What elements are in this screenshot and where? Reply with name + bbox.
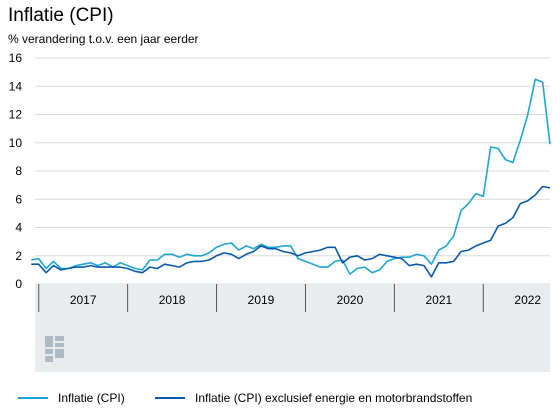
legend-label-2: Inflatie (CPI) exclusief energie en moto…	[195, 391, 472, 405]
legend-label-1: Inflatie (CPI)	[58, 391, 125, 405]
chart-subtitle: % verandering t.o.v. een jaar eerder	[8, 32, 199, 46]
cbs-logo	[45, 336, 64, 362]
y-tick-label: 0	[15, 277, 22, 291]
cbs-logo-block-3	[55, 343, 64, 347]
series-line-1	[31, 78, 551, 275]
cbs-logo-block-4	[45, 349, 53, 354]
y-tick-label: 2	[15, 249, 22, 263]
cbs-logo-block-1	[45, 336, 53, 347]
x-tick-label: 2017	[70, 293, 97, 307]
y-axis-ticks: 0 2 4 6 8 10 12 14 16	[9, 51, 23, 291]
y-tick-label: 4	[15, 221, 22, 235]
y-tick-label: 6	[15, 192, 22, 206]
x-tick-label: 2021	[425, 293, 452, 307]
x-tick-label: 2019	[248, 293, 275, 307]
series-lines	[31, 78, 551, 278]
x-axis-ticks: 2017 2018 2019 2020 2021 2022	[38, 284, 541, 312]
y-tick-label: 12	[9, 108, 23, 122]
x-tick-label: 2018	[159, 293, 186, 307]
y-tick-label: 10	[9, 136, 23, 150]
cbs-logo-block-6	[45, 356, 53, 362]
cbs-logo-block-5	[55, 349, 64, 358]
x-tick-label: 2022	[514, 293, 541, 307]
chart-title: Inflatie (CPI)	[8, 5, 114, 26]
x-axis-band	[35, 284, 550, 372]
y-tick-label: 14	[9, 79, 23, 93]
y-tick-label: 8	[15, 164, 22, 178]
y-tick-label: 16	[9, 51, 23, 65]
series-line-2	[31, 185, 551, 278]
cbs-logo-block-2	[55, 336, 64, 341]
legend: Inflatie (CPI) Inflatie (CPI) exclusief e…	[18, 391, 472, 405]
x-tick-label: 2020	[337, 293, 364, 307]
